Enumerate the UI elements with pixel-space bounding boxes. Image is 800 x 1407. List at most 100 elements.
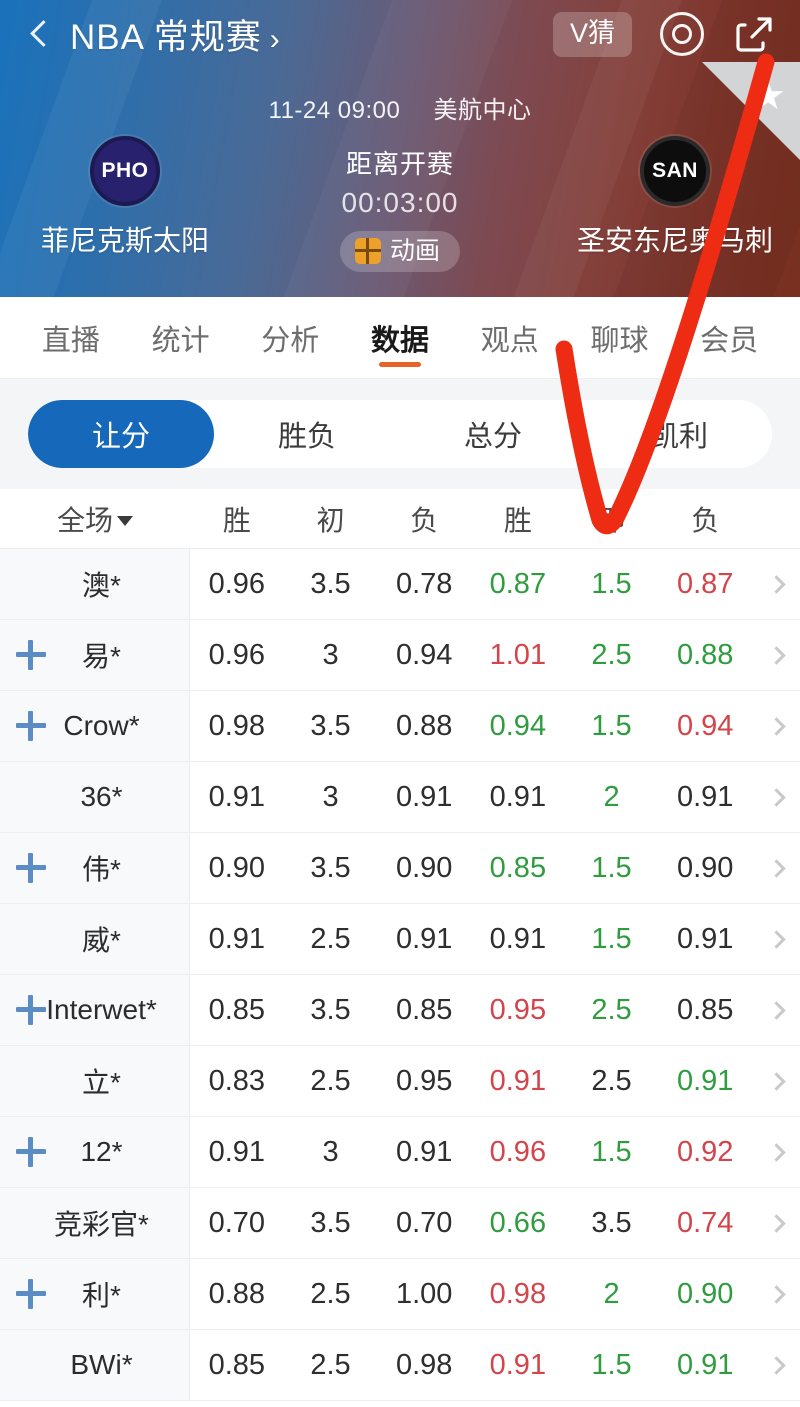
plus-icon[interactable] bbox=[16, 995, 46, 1025]
row-detail-button[interactable] bbox=[752, 620, 800, 690]
segment-kelly[interactable]: 凯利 bbox=[649, 421, 708, 453]
row-detail-button[interactable] bbox=[752, 1330, 800, 1400]
table-row[interactable]: Interwet* 0.85 3.5 0.85 0.95 2.5 0.85 bbox=[0, 975, 800, 1046]
countdown-timer: 00:03:00 bbox=[341, 187, 459, 218]
column-header-open-lose: 负 bbox=[410, 504, 439, 536]
odds-open-lose: 0.98 bbox=[395, 1348, 453, 1381]
row-detail-button[interactable] bbox=[752, 1188, 800, 1258]
odds-live-line: 1.5 bbox=[591, 567, 632, 600]
odds-open-win: 0.85 bbox=[208, 1348, 266, 1381]
plus-icon[interactable] bbox=[16, 1279, 46, 1309]
segment-handicap[interactable]: 让分 bbox=[28, 400, 214, 468]
chevron-right-icon bbox=[766, 1284, 786, 1304]
row-detail-button[interactable] bbox=[752, 762, 800, 832]
row-detail-button[interactable] bbox=[752, 833, 800, 903]
odds-open-lose: 0.91 bbox=[395, 780, 453, 813]
tab-data[interactable]: 数据 bbox=[345, 297, 455, 379]
match-hero-banner: NBA 常规赛 › V猜 ★ 11-24 09:00 美航中心 bbox=[0, 0, 800, 297]
odds-open-win: 0.96 bbox=[208, 638, 266, 671]
bookmaker-name: Crow* bbox=[63, 710, 140, 741]
table-row[interactable]: 澳* 0.96 3.5 0.78 0.87 1.5 0.87 bbox=[0, 549, 800, 620]
table-row[interactable]: 利* 0.88 2.5 1.00 0.98 2 0.90 bbox=[0, 1259, 800, 1330]
basketball-icon bbox=[354, 238, 381, 264]
table-row[interactable]: 立* 0.83 2.5 0.95 0.91 2.5 0.91 bbox=[0, 1046, 800, 1117]
odds-open-line: 3.5 bbox=[310, 851, 351, 884]
row-detail-button[interactable] bbox=[752, 1046, 800, 1116]
top-navigation-bar: NBA 常规赛 › V猜 bbox=[0, 0, 800, 68]
odds-open-win: 0.88 bbox=[208, 1277, 266, 1310]
odds-open-line: 3.5 bbox=[310, 567, 351, 600]
tab-analysis[interactable]: 分析 bbox=[261, 324, 320, 357]
bookmaker-name-cell: 威* bbox=[0, 904, 190, 974]
plus-icon[interactable] bbox=[16, 1137, 46, 1167]
row-detail-button[interactable] bbox=[752, 1117, 800, 1187]
chevron-right-icon bbox=[766, 1071, 786, 1091]
row-detail-button[interactable] bbox=[752, 549, 800, 619]
away-team[interactable]: SAN 圣安东尼奥马刺 bbox=[550, 136, 800, 259]
odds-type-segmented-control: 让分 胜负 总分 凯利 bbox=[28, 400, 772, 468]
share-icon[interactable] bbox=[730, 10, 778, 58]
plus-icon[interactable] bbox=[16, 640, 46, 670]
animation-button-label: 动画 bbox=[389, 236, 440, 265]
tab-member[interactable]: 会员 bbox=[700, 324, 759, 357]
odds-open-lose: 0.88 bbox=[395, 709, 453, 742]
column-header-open-win: 胜 bbox=[222, 504, 251, 536]
odds-open-line: 3 bbox=[322, 638, 339, 671]
odds-open-lose: 0.70 bbox=[395, 1206, 453, 1239]
bookmaker-name: 竞彩官* bbox=[54, 1209, 149, 1240]
target-icon[interactable] bbox=[658, 10, 706, 58]
home-team-name: 菲尼克斯太阳 bbox=[40, 225, 209, 256]
chevron-right-icon bbox=[766, 1000, 786, 1020]
home-team[interactable]: PHO 菲尼克斯太阳 bbox=[0, 136, 250, 259]
table-row[interactable]: 威* 0.91 2.5 0.91 0.91 1.5 0.91 bbox=[0, 904, 800, 975]
odds-open-win: 0.70 bbox=[208, 1206, 266, 1239]
animation-button[interactable]: 动画 bbox=[339, 231, 460, 272]
table-row[interactable]: 竞彩官* 0.70 3.5 0.70 0.66 3.5 0.74 bbox=[0, 1188, 800, 1259]
row-detail-button[interactable] bbox=[752, 1259, 800, 1329]
bookmaker-name: Interwet* bbox=[46, 994, 157, 1025]
page-title[interactable]: NBA 常规赛 › bbox=[70, 9, 281, 60]
column-header-scope-selector[interactable]: 全场 bbox=[0, 499, 190, 539]
match-venue: 美航中心 bbox=[433, 97, 532, 124]
odds-live-line: 2 bbox=[603, 780, 620, 813]
tab-opinion[interactable]: 观点 bbox=[480, 324, 539, 357]
tab-live[interactable]: 直播 bbox=[41, 324, 100, 357]
odds-open-line: 3.5 bbox=[310, 993, 351, 1026]
odds-live-lose: 0.91 bbox=[676, 1064, 734, 1097]
odds-live-line: 1.5 bbox=[591, 851, 632, 884]
tab-stats[interactable]: 统计 bbox=[151, 324, 210, 357]
page-title-text: NBA 常规赛 bbox=[70, 17, 262, 57]
bookmaker-name: 易* bbox=[82, 641, 121, 672]
segment-total[interactable]: 总分 bbox=[463, 421, 522, 453]
table-row[interactable]: 36* 0.91 3 0.91 0.91 2 0.91 bbox=[0, 762, 800, 833]
odds-open-win: 0.91 bbox=[208, 922, 266, 955]
countdown-label: 距离开赛 bbox=[345, 149, 454, 179]
table-row[interactable]: BWi* 0.85 2.5 0.98 0.91 1.5 0.91 bbox=[0, 1330, 800, 1401]
tab-chat[interactable]: 聊球 bbox=[590, 324, 649, 357]
row-detail-button[interactable] bbox=[752, 904, 800, 974]
table-row[interactable]: 易* 0.96 3 0.94 1.01 2.5 0.88 bbox=[0, 620, 800, 691]
v-guess-button[interactable]: V猜 bbox=[552, 11, 632, 57]
chevron-left-icon[interactable] bbox=[26, 17, 56, 51]
odds-live-win: 0.66 bbox=[489, 1206, 547, 1239]
segment-moneyline[interactable]: 胜负 bbox=[277, 421, 336, 453]
odds-live-line: 2.5 bbox=[591, 993, 632, 1026]
odds-open-win: 0.91 bbox=[208, 780, 266, 813]
bookmaker-name: 12* bbox=[80, 1136, 123, 1167]
odds-live-lose: 0.87 bbox=[676, 567, 734, 600]
odds-table-header: 全场 胜 初 负 胜 即 负 bbox=[0, 489, 800, 549]
table-row[interactable]: 12* 0.91 3 0.91 0.96 1.5 0.92 bbox=[0, 1117, 800, 1188]
odds-live-lose: 0.90 bbox=[676, 851, 734, 884]
plus-icon[interactable] bbox=[16, 711, 46, 741]
odds-live-win: 0.91 bbox=[489, 1064, 547, 1097]
bookmaker-name-cell: 利* bbox=[0, 1259, 190, 1329]
away-team-logo: SAN bbox=[640, 136, 710, 206]
row-detail-button[interactable] bbox=[752, 691, 800, 761]
table-row[interactable]: Crow* 0.98 3.5 0.88 0.94 1.5 0.94 bbox=[0, 691, 800, 762]
plus-icon[interactable] bbox=[16, 853, 46, 883]
bookmaker-name-cell: Interwet* bbox=[0, 975, 190, 1045]
table-row[interactable]: 伟* 0.90 3.5 0.90 0.85 1.5 0.90 bbox=[0, 833, 800, 904]
row-detail-button[interactable] bbox=[752, 975, 800, 1045]
odds-live-win: 0.87 bbox=[489, 567, 547, 600]
odds-type-filter-bar: 让分 胜负 总分 凯利 bbox=[0, 379, 800, 489]
